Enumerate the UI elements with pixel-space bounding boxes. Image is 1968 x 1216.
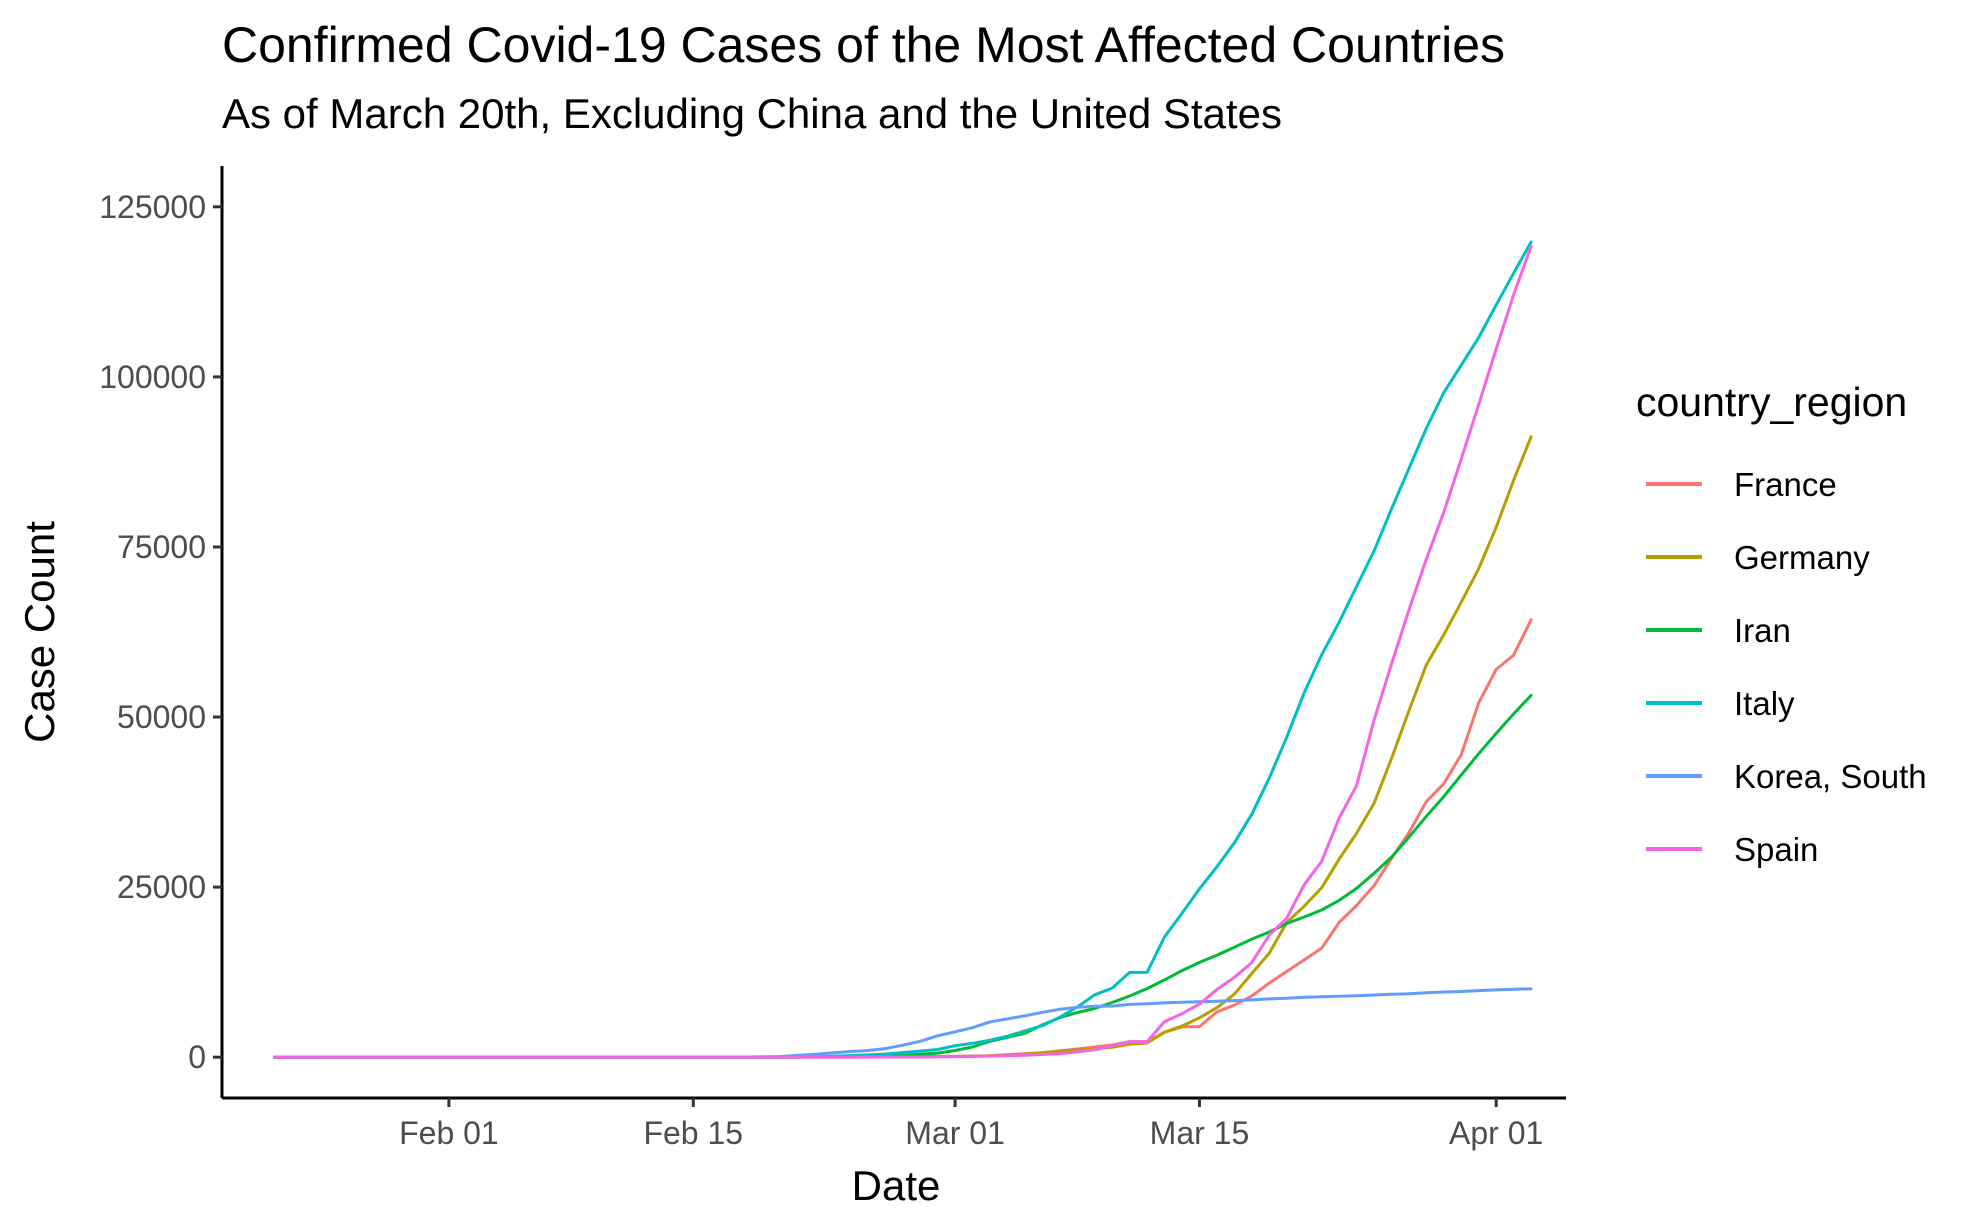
x-tick-label: Apr 01 <box>1449 1115 1543 1151</box>
y-tick-label: 100000 <box>99 359 206 395</box>
y-tick-label: 0 <box>188 1039 206 1075</box>
legend-items: France Germany Iran Italy Korea, South Spain <box>1646 466 1927 868</box>
x-tick-label: Mar 01 <box>905 1115 1005 1151</box>
legend-label-italy: Italy <box>1734 685 1795 722</box>
y-axis: 0 25000 50000 75000 100000 125000 <box>99 166 224 1098</box>
legend-label-france: France <box>1734 466 1837 503</box>
series-line-spain <box>272 244 1533 1059</box>
legend-label-korea-south: Korea, South <box>1734 758 1927 795</box>
series-line-italy <box>272 240 1533 1059</box>
legend-label-spain: Spain <box>1734 831 1818 868</box>
y-tick-label: 125000 <box>99 189 206 225</box>
y-tick-label: 75000 <box>117 529 206 565</box>
legend-label-germany: Germany <box>1734 539 1870 576</box>
legend-title: country_region <box>1636 379 1907 425</box>
y-ticks: 0 25000 50000 75000 100000 125000 <box>99 189 222 1075</box>
x-axis-title: Date <box>852 1162 941 1209</box>
x-tick-label: Mar 15 <box>1150 1115 1250 1151</box>
x-ticks: Feb 01 Feb 15 Mar 01 Mar 15 Apr 01 <box>399 1098 1543 1151</box>
chart-title: Confirmed Covid-19 Cases of the Most Aff… <box>222 17 1505 73</box>
legend: country_region France Germany Iran Italy Kor… <box>1636 379 1927 868</box>
x-tick-label: Feb 01 <box>399 1115 499 1151</box>
x-tick-label: Feb 15 <box>643 1115 743 1151</box>
series-line-korea-south <box>272 987 1533 1059</box>
series-line-france <box>272 618 1533 1059</box>
legend-label-iran: Iran <box>1734 612 1791 649</box>
series-line-germany <box>272 435 1533 1059</box>
y-tick-label: 50000 <box>117 699 206 735</box>
series-line-iran <box>272 693 1533 1059</box>
y-axis-title: Case Count <box>16 521 63 743</box>
plot-area: 0 25000 50000 75000 100000 125000 Feb 01 Feb 1… <box>99 166 1566 1151</box>
x-axis: Feb 01 Feb 15 Mar 01 Mar 15 Apr 01 <box>222 1096 1566 1151</box>
series-group <box>272 240 1533 1059</box>
y-tick-label: 25000 <box>117 869 206 905</box>
chart-subtitle: As of March 20th, Excluding China and th… <box>222 90 1282 137</box>
